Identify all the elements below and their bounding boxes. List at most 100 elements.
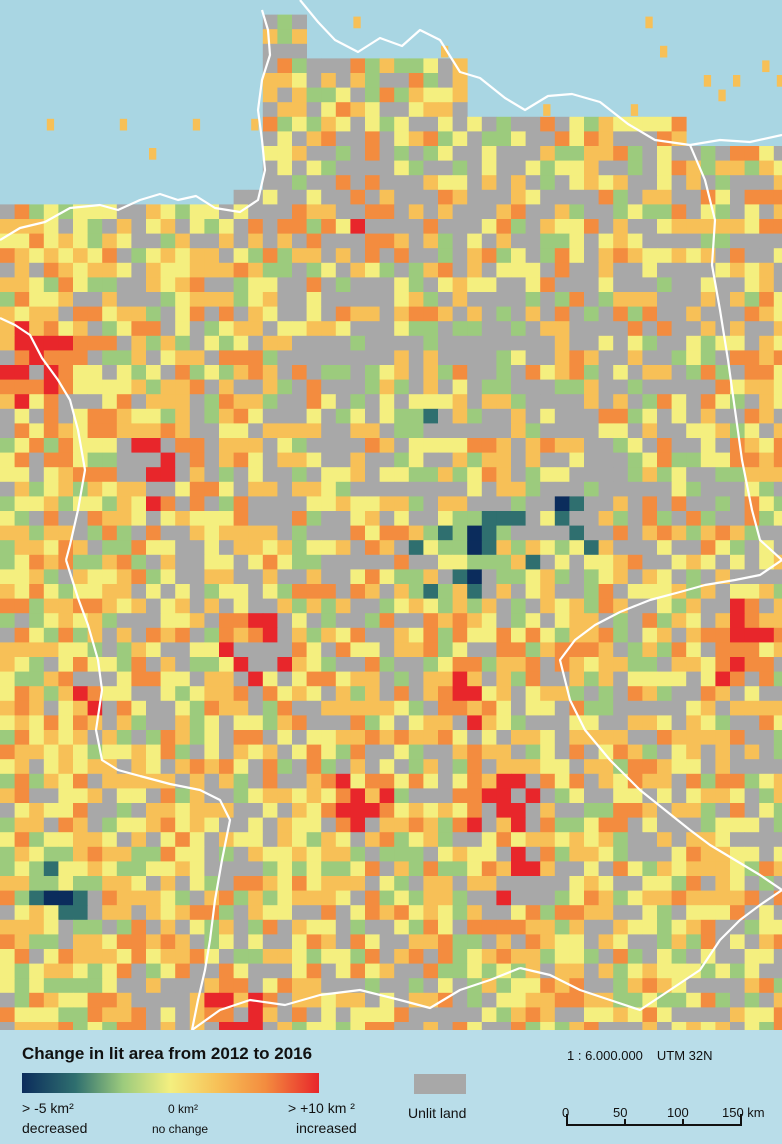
unlit-cell bbox=[408, 146, 424, 161]
lit-change-cell bbox=[14, 700, 30, 716]
lit-change-cell bbox=[598, 890, 614, 906]
lit-change-cell bbox=[146, 219, 161, 234]
lit-change-cell bbox=[29, 248, 45, 264]
lit-change-cell bbox=[219, 627, 234, 643]
lit-area-change-map[interactable] bbox=[0, 0, 782, 1030]
unlit-cell bbox=[686, 496, 702, 512]
scale-tick-0: 0 bbox=[562, 1105, 570, 1120]
unlit-cell bbox=[525, 876, 541, 891]
lit-change-cell bbox=[642, 919, 658, 935]
lit-change-cell bbox=[715, 423, 731, 439]
lit-change-cell bbox=[627, 759, 643, 775]
lit-change-cell bbox=[350, 102, 366, 118]
unlit-cell bbox=[569, 481, 585, 497]
lit-change-cell bbox=[204, 219, 220, 234]
lit-change-cell bbox=[248, 540, 264, 556]
unlit-cell bbox=[671, 277, 687, 293]
lit-change-cell bbox=[204, 569, 220, 585]
lit-change-cell bbox=[657, 730, 672, 745]
lit-change-cell bbox=[335, 876, 351, 891]
island-cell bbox=[762, 60, 770, 73]
lit-change-cell bbox=[686, 219, 702, 234]
lit-change-cell bbox=[175, 379, 191, 395]
lit-change-cell bbox=[540, 116, 556, 132]
lit-change-cell bbox=[277, 248, 293, 264]
lit-change-cell bbox=[496, 978, 512, 994]
unlit-cell bbox=[0, 262, 15, 278]
lit-change-cell bbox=[773, 467, 782, 483]
unlit-cell bbox=[613, 335, 629, 351]
unlit-cell bbox=[335, 657, 351, 672]
lit-change-cell bbox=[219, 379, 234, 395]
lit-change-cell bbox=[613, 423, 629, 439]
lit-change-cell bbox=[335, 992, 351, 1008]
lit-change-cell bbox=[116, 890, 132, 906]
unlit-cell bbox=[102, 700, 118, 716]
lit-change-cell bbox=[160, 832, 176, 848]
lit-change-cell bbox=[87, 861, 103, 877]
lit-change-cell bbox=[306, 292, 322, 307]
lit-change-cell bbox=[452, 803, 468, 818]
lit-change-cell bbox=[29, 394, 45, 410]
lit-change-cell bbox=[350, 189, 366, 205]
unlit-cell bbox=[0, 992, 15, 1008]
lit-change-cell bbox=[627, 1007, 643, 1023]
lit-change-cell bbox=[525, 365, 541, 380]
unlit-cell bbox=[613, 876, 629, 891]
lit-change-cell bbox=[14, 934, 30, 950]
lit-change-cell bbox=[584, 759, 599, 775]
lit-change-cell bbox=[379, 876, 395, 891]
island-cell bbox=[353, 16, 361, 29]
lit-change-cell bbox=[511, 905, 526, 921]
lit-change-cell bbox=[292, 540, 307, 556]
unlit-cell bbox=[335, 423, 351, 439]
lit-change-cell bbox=[189, 832, 205, 848]
lit-change-cell bbox=[175, 890, 191, 906]
unlit-cell bbox=[744, 233, 760, 249]
unlit-cell bbox=[73, 394, 88, 410]
lit-change-cell bbox=[29, 700, 45, 716]
unlit-cell bbox=[438, 379, 453, 395]
unlit-cell bbox=[335, 204, 351, 220]
lit-change-cell bbox=[292, 627, 307, 643]
lit-change-cell bbox=[554, 905, 570, 921]
lit-change-cell bbox=[569, 292, 585, 307]
lit-change-cell bbox=[73, 788, 88, 804]
lit-change-cell bbox=[423, 131, 439, 147]
island-cell bbox=[776, 75, 782, 87]
lit-change-cell bbox=[43, 292, 59, 307]
lit-change-cell bbox=[569, 365, 585, 380]
lit-change-cell bbox=[657, 890, 672, 906]
unlit-cell bbox=[657, 846, 672, 862]
lit-change-cell bbox=[452, 321, 468, 337]
unlit-cell bbox=[248, 686, 264, 702]
lit-change-cell bbox=[175, 788, 191, 804]
lit-change-cell bbox=[467, 671, 483, 687]
unlit-cell bbox=[554, 408, 570, 424]
lit-change-cell bbox=[219, 978, 234, 994]
unlit-cell bbox=[87, 394, 103, 410]
unlit-cell bbox=[773, 905, 782, 921]
lit-change-cell bbox=[0, 379, 15, 395]
lit-change-cell bbox=[730, 671, 745, 687]
unlit-cell bbox=[379, 350, 395, 366]
unlit-cell bbox=[700, 744, 716, 760]
unlit-cell bbox=[496, 730, 512, 745]
unlit-cell bbox=[87, 803, 103, 818]
lit-change-cell bbox=[365, 613, 380, 629]
lit-change-cell bbox=[627, 379, 643, 395]
lit-change-cell bbox=[627, 452, 643, 468]
unlit-cell bbox=[627, 525, 643, 541]
unlit-cell bbox=[277, 306, 293, 322]
lit-change-cell bbox=[321, 598, 337, 614]
lit-change-cell bbox=[613, 978, 629, 994]
lit-change-cell bbox=[627, 992, 643, 1008]
unlit-cell bbox=[730, 1022, 745, 1030]
lit-change-cell bbox=[467, 467, 483, 483]
lit-change-cell bbox=[423, 730, 439, 745]
lit-change-cell bbox=[321, 861, 337, 877]
lit-change-cell bbox=[394, 277, 410, 293]
unlit-cell bbox=[204, 963, 220, 979]
lit-change-cell bbox=[73, 554, 88, 570]
lit-change-cell bbox=[715, 189, 731, 205]
